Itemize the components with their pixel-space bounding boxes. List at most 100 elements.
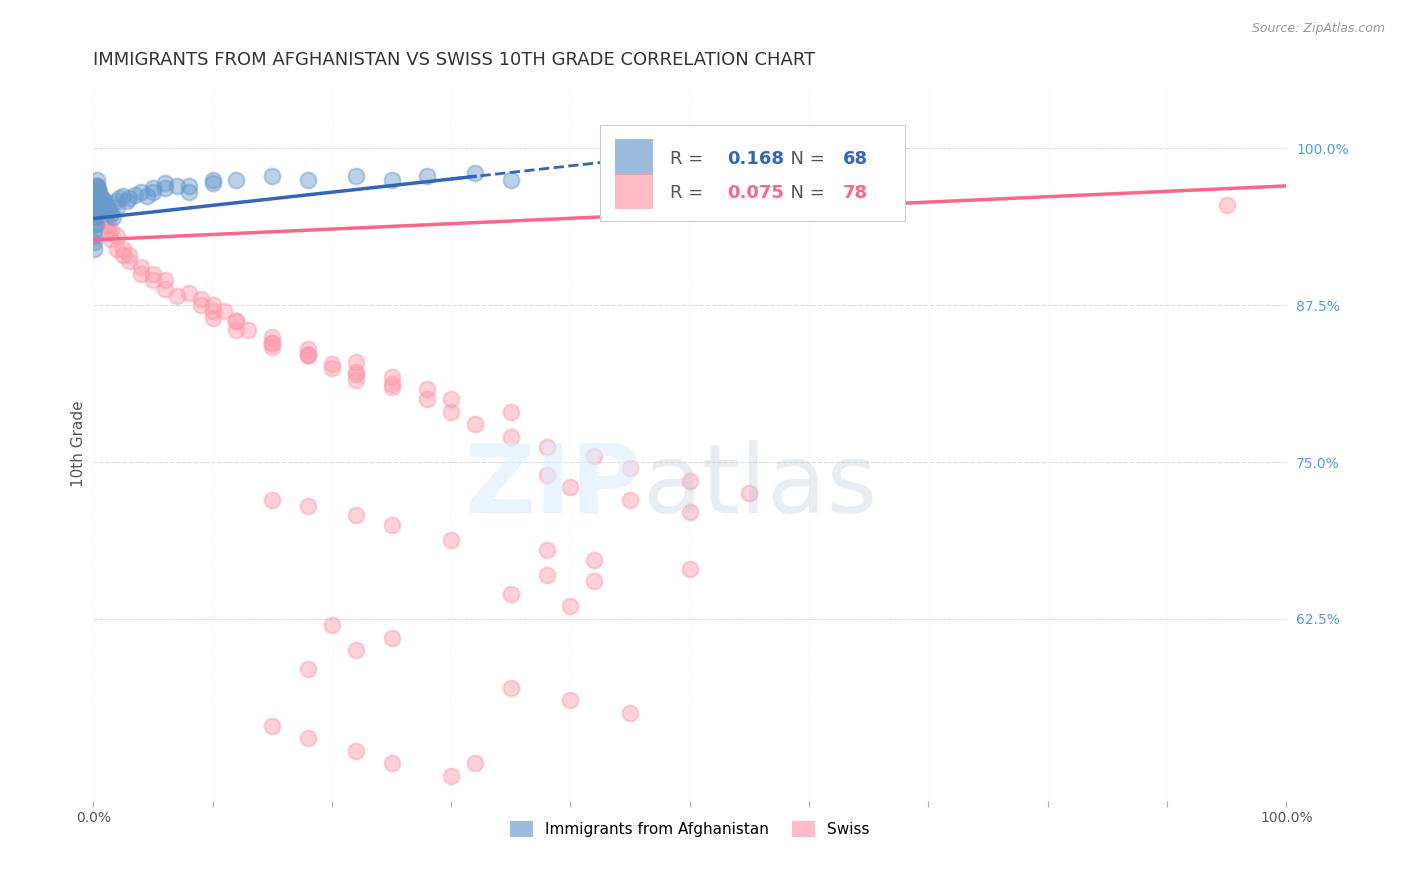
Point xyxy=(262,340,284,354)
Point xyxy=(262,169,284,183)
Point xyxy=(679,505,702,519)
Point xyxy=(103,211,125,225)
Point xyxy=(86,178,108,193)
Point xyxy=(83,211,105,225)
Point xyxy=(225,314,247,328)
Point xyxy=(105,242,128,256)
Point xyxy=(344,374,367,388)
Text: Source: ZipAtlas.com: Source: ZipAtlas.com xyxy=(1251,22,1385,36)
Point xyxy=(86,172,108,186)
Point xyxy=(89,191,111,205)
Point xyxy=(83,191,105,205)
Point xyxy=(536,467,558,482)
Point xyxy=(86,191,108,205)
Point xyxy=(1216,198,1239,212)
Point xyxy=(380,631,402,645)
Point xyxy=(135,189,157,203)
Point xyxy=(84,198,107,212)
Point xyxy=(190,298,212,312)
Point xyxy=(89,185,111,199)
Point xyxy=(118,254,141,268)
Point xyxy=(97,204,120,219)
Point xyxy=(96,202,118,216)
Point xyxy=(105,194,128,208)
Point xyxy=(440,405,463,419)
Point xyxy=(297,662,319,676)
Point xyxy=(86,204,108,219)
Point xyxy=(416,169,439,183)
Point xyxy=(129,260,152,275)
Point xyxy=(93,206,115,220)
Point xyxy=(84,191,107,205)
Text: R =: R = xyxy=(669,150,709,169)
Point xyxy=(84,178,107,193)
Point xyxy=(83,242,105,256)
Point xyxy=(89,195,111,210)
Point xyxy=(129,185,152,199)
Point xyxy=(83,204,105,219)
Point xyxy=(262,329,284,343)
Point xyxy=(111,248,134,262)
Point xyxy=(91,200,114,214)
Point xyxy=(96,198,118,212)
Text: 0.075: 0.075 xyxy=(727,184,783,202)
Point xyxy=(679,562,702,576)
Point xyxy=(297,348,319,362)
Point xyxy=(344,365,367,379)
Point xyxy=(84,198,107,212)
Point xyxy=(129,267,152,281)
Point xyxy=(344,744,367,758)
Point xyxy=(96,223,118,237)
Point xyxy=(177,178,200,193)
Point xyxy=(321,360,343,375)
Point xyxy=(96,217,118,231)
Text: atlas: atlas xyxy=(643,440,877,533)
Point xyxy=(344,508,367,522)
Point xyxy=(86,189,108,203)
Point xyxy=(297,172,319,186)
Point xyxy=(89,198,111,212)
Point xyxy=(201,298,224,312)
Y-axis label: 10th Grade: 10th Grade xyxy=(72,400,86,486)
Text: N =: N = xyxy=(779,150,831,169)
Point xyxy=(201,177,224,191)
Point xyxy=(153,181,176,195)
Text: R =: R = xyxy=(669,184,709,202)
Point xyxy=(416,382,439,396)
Point xyxy=(89,198,111,212)
Point xyxy=(297,348,319,362)
Point xyxy=(153,282,176,296)
Point xyxy=(499,681,522,695)
Point xyxy=(142,181,165,195)
Point xyxy=(111,242,134,256)
Point xyxy=(536,440,558,454)
Point xyxy=(83,191,105,205)
Point xyxy=(94,217,117,231)
Point xyxy=(89,198,111,212)
Point xyxy=(262,718,284,732)
Point xyxy=(297,342,319,356)
Point xyxy=(91,211,114,225)
Point xyxy=(153,273,176,287)
Point xyxy=(83,235,105,250)
Point xyxy=(583,449,606,463)
Point xyxy=(177,285,200,300)
Point xyxy=(262,335,284,350)
Bar xyxy=(614,139,652,175)
Point xyxy=(89,191,111,205)
Point xyxy=(440,533,463,547)
Point xyxy=(344,367,367,381)
Point xyxy=(153,177,176,191)
Point xyxy=(499,172,522,186)
Point xyxy=(84,217,107,231)
Point xyxy=(86,185,108,199)
Point xyxy=(142,185,165,199)
Point xyxy=(90,202,112,216)
Point xyxy=(83,229,105,244)
Point xyxy=(321,618,343,632)
Point xyxy=(100,206,122,220)
Point xyxy=(380,172,402,186)
Point xyxy=(84,191,107,205)
Point xyxy=(297,499,319,513)
Point xyxy=(87,194,110,208)
